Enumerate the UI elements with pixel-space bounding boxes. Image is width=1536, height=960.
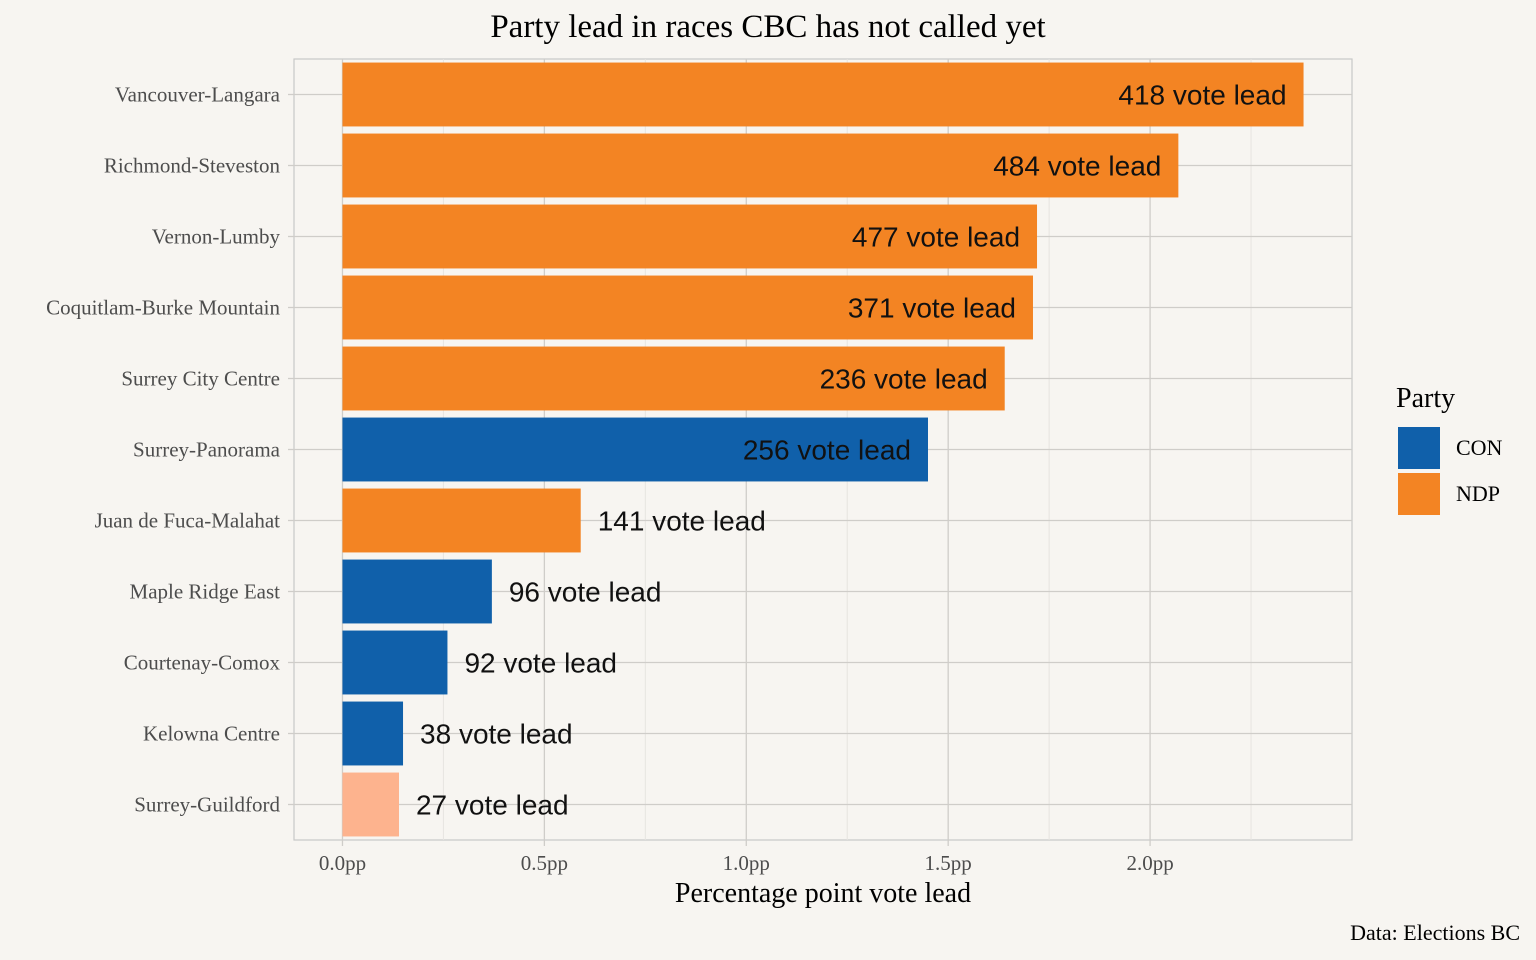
bar [342,133,1179,198]
bar [342,417,928,482]
bar [342,275,1033,340]
legend-label: CON [1456,435,1503,460]
bar [342,488,581,553]
bar [342,701,404,766]
bar [342,772,399,837]
legend: Party CON NDP [1396,383,1503,515]
y-tick-label: Kelowna Centre [143,722,280,746]
legend-swatch [1398,427,1440,469]
y-tick-label: Surrey-Guildford [134,793,280,817]
bar-value-label: 27 vote lead [416,790,569,821]
bar-value-label: 38 vote lead [420,719,573,750]
x-tick-label: 1.5pp [925,851,972,875]
bar [342,559,492,624]
legend-swatch [1398,473,1440,515]
legend-title: Party [1396,383,1455,414]
bar [342,204,1038,269]
caption: Data: Elections BC [1350,920,1520,945]
x-tick-label: 1.0pp [723,851,770,875]
x-axis: 0.0pp 0.5pp 1.0pp 1.5pp 2.0pp [319,840,1174,875]
y-tick-label: Richmond-Steveston [104,154,281,178]
y-axis: Vancouver-Langara Richmond-Steveston Verno… [46,83,294,817]
x-axis-title: Percentage point vote lead [675,878,971,909]
x-tick-label: 0.0pp [319,851,366,875]
y-tick-label: Vancouver-Langara [115,83,281,107]
y-tick-label: Surrey-Panorama [133,438,281,462]
bar-value-label: 92 vote lead [464,648,617,679]
bar-value-label: 141 vote lead [598,506,766,537]
bar-value-label: 418 vote lead [1118,80,1286,111]
y-tick-label: Maple Ridge East [130,580,281,604]
legend-label: NDP [1456,481,1500,506]
bar-value-label: 96 vote lead [509,577,662,608]
x-tick-label: 0.5pp [521,851,568,875]
bar-value-label: 236 vote lead [820,364,988,395]
plot-panel: 418 vote lead 484 vote lead 477 vote lead 3… [293,58,1353,841]
bar [342,62,1304,127]
y-tick-label: Vernon-Lumby [152,225,281,249]
bar-value-label: 371 vote lead [848,293,1016,324]
y-tick-label: Juan de Fuca-Malahat [95,509,281,533]
bar [342,630,448,695]
y-tick-label: Courtenay-Comox [124,651,281,675]
x-tick-label: 2.0pp [1126,851,1173,875]
chart-title: Party lead in races CBC has not called y… [490,9,1045,45]
bar [342,346,1005,411]
y-tick-label: Surrey City Centre [121,367,280,391]
bar-value-label: 477 vote lead [852,222,1020,253]
bar-value-label: 484 vote lead [993,151,1161,182]
y-tick-label: Coquitlam-Burke Mountain [46,296,280,320]
bar-value-label: 256 vote lead [743,435,911,466]
